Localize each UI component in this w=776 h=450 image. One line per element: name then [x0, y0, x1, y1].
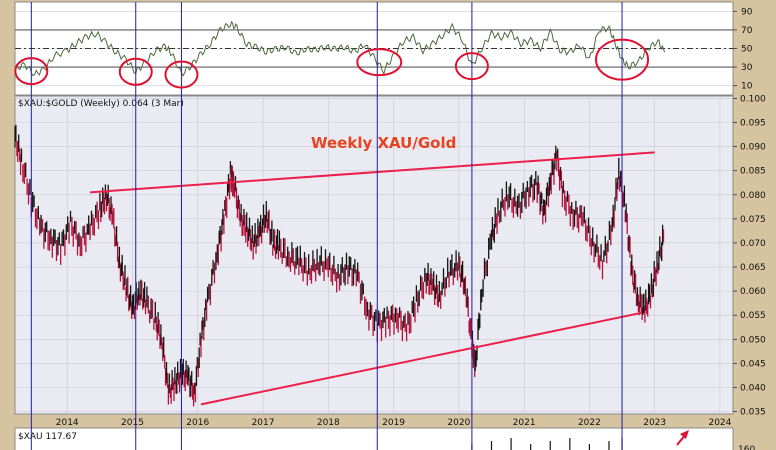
main-y-tick-label: 0.045	[740, 359, 766, 369]
main-y-axis: 0.035 0.040 0.045 0.050 0.055 0.060 0.065 0.070…	[733, 94, 766, 418]
bottom-y-tick-label: 160	[738, 445, 755, 450]
main-x-tick-label: 2017	[252, 418, 275, 428]
rsi-tick-label: 10	[741, 82, 753, 92]
main-y-tick-label: 0.040	[740, 384, 766, 394]
chart-title: Weekly XAU/Gold	[311, 134, 456, 152]
cycle-low-lines	[30, 2, 623, 450]
main-y-tick-label: 0.070	[740, 239, 766, 249]
rsi-panel: 10 30 50 70 90	[14, 1, 753, 96]
rsi-tick-label: 50	[741, 45, 753, 55]
main-panel: 0.035 0.040 0.045 0.050 0.055 0.060 0.065 0.070…	[14, 94, 766, 428]
main-y-tick-label: 0.065	[740, 263, 766, 273]
main-y-tick-label: 0.080	[740, 191, 766, 201]
price-bars	[14, 124, 665, 407]
rsi-line	[14, 20, 665, 77]
cycle-low-circle	[454, 52, 489, 81]
main-x-tick-label: 2024	[708, 418, 731, 428]
cycle-low-circle	[164, 60, 199, 89]
trendline-lower	[200, 311, 642, 406]
main-y-tick-label: 0.095	[740, 119, 766, 129]
main-x-tick-label: 2016	[186, 418, 209, 428]
rsi-series-line	[14, 20, 665, 77]
bottom-panel-header: $XAU 117.67	[18, 432, 77, 442]
main-y-tick-label: 0.060	[740, 287, 766, 297]
main-y-tick-label: 0.055	[740, 311, 766, 321]
main-x-tick-label: 2021	[513, 418, 536, 428]
main-x-tick-label: 2020	[447, 418, 470, 428]
main-y-tick-label: 0.090	[740, 143, 766, 153]
bottom-panel: $XAU 117.67 160	[14, 427, 755, 450]
main-x-axis: 2014 2015 2016 2017 2018 2019 2020 2021 2022 2023…	[56, 418, 732, 428]
cycle-low-circles	[14, 38, 650, 89]
main-x-tick-label: 2015	[121, 418, 144, 428]
trendline-upper	[89, 151, 655, 194]
main-x-tick-label: 2014	[56, 418, 79, 428]
rsi-axis-ticks: 10 30 50 70 90	[733, 7, 753, 92]
main-panel-header: $XAU:$GOLD (Weekly) 0.064 (3 Mar)	[18, 99, 184, 109]
cycle-low-circle	[356, 48, 403, 77]
cycle-low-circle	[595, 38, 650, 81]
main-y-tick-label: 0.085	[740, 167, 766, 177]
cycle-low-circle	[14, 57, 49, 86]
trendlines	[89, 151, 655, 406]
main-gridlines	[15, 96, 733, 414]
main-y-tick-label: 0.100	[740, 94, 766, 104]
main-y-tick-label: 0.075	[740, 215, 766, 225]
bottom-panel-background	[14, 427, 734, 450]
red-arrow-icon	[676, 430, 689, 446]
rsi-tick-label: 90	[741, 7, 753, 17]
main-x-tick-label: 2023	[643, 418, 666, 428]
rsi-tick-label: 30	[741, 63, 753, 73]
cycle-low-circle	[118, 57, 153, 86]
main-y-tick-label: 0.050	[740, 335, 766, 345]
main-x-tick-label: 2018	[317, 418, 340, 428]
main-y-tick-label: 0.035	[740, 408, 766, 418]
main-x-tick-label: 2019	[382, 418, 405, 428]
main-x-tick-label: 2022	[578, 418, 601, 428]
main-panel-background	[14, 95, 734, 415]
rsi-tick-label: 70	[741, 26, 753, 36]
